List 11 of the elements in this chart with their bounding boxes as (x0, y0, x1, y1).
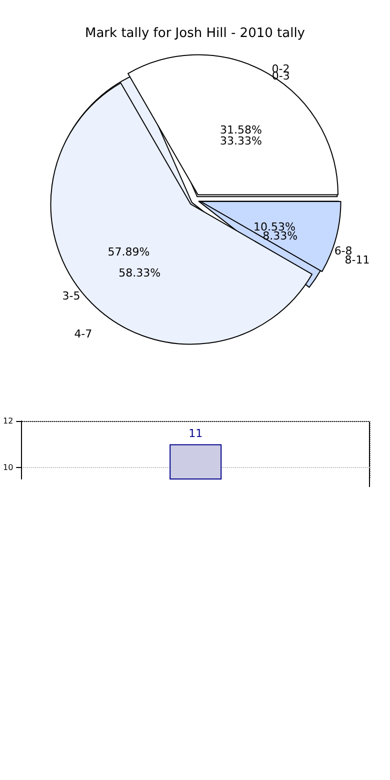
y-tick-label: 10 (2, 462, 14, 472)
data-label: 33.33% (220, 134, 262, 148)
slice-label: 8-11 (344, 254, 370, 267)
y-tick-label: 12 (2, 416, 14, 426)
data-label: 11 (188, 427, 203, 440)
slice-label: 3-5 (62, 290, 80, 303)
data-label: 58.33% (118, 266, 161, 280)
slice-label: 4-7 (74, 327, 92, 340)
chart-title: Mark tally for Josh Hill - 2010 tally (84, 26, 306, 41)
data-label: 31.58% (220, 123, 262, 136)
data-label: 57.89% (108, 245, 150, 258)
